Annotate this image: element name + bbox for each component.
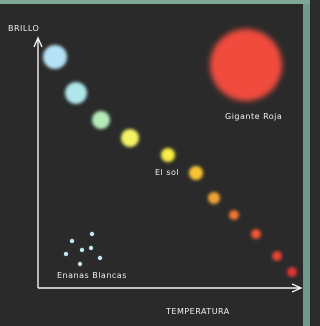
star bbox=[121, 129, 139, 147]
star bbox=[43, 45, 67, 69]
star bbox=[208, 192, 220, 204]
star bbox=[65, 82, 87, 104]
dwarf bbox=[89, 246, 93, 250]
sun-label: El sol bbox=[155, 168, 179, 177]
x-axis-label: TEMPERATURA bbox=[165, 307, 230, 316]
star bbox=[251, 229, 261, 239]
star bbox=[92, 111, 110, 129]
star bbox=[161, 148, 175, 162]
dwarf bbox=[78, 262, 82, 266]
red-giant bbox=[210, 29, 282, 101]
edge bbox=[303, 0, 310, 326]
dwarf bbox=[70, 239, 74, 243]
page: BRILLO TEMPERATURA Gigante Roja El sol E… bbox=[0, 0, 320, 326]
star bbox=[287, 267, 297, 277]
dwarf bbox=[98, 256, 102, 260]
giant-label: Gigante Roja bbox=[225, 112, 282, 121]
dwarf bbox=[80, 248, 84, 252]
star bbox=[189, 166, 203, 180]
dwarf bbox=[90, 232, 94, 236]
diagram: BRILLO TEMPERATURA Gigante Roja El sol E… bbox=[0, 0, 310, 326]
edge bbox=[0, 0, 310, 4]
white-dwarfs-label: Enanas Blancas bbox=[57, 271, 127, 280]
y-axis-label: BRILLO bbox=[8, 24, 39, 33]
star bbox=[272, 251, 282, 261]
star bbox=[229, 210, 239, 220]
dwarf bbox=[64, 252, 68, 256]
